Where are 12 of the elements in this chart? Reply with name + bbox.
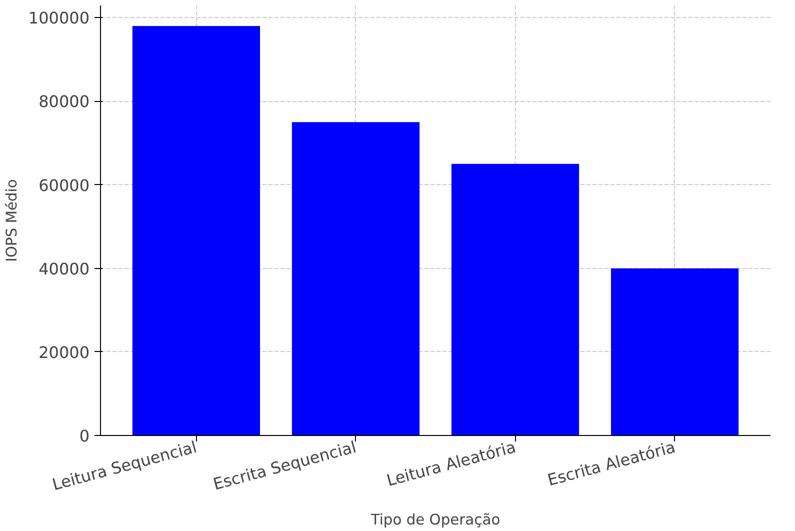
y-tick-label: 0 — [79, 426, 90, 446]
x-axis-title: Tipo de Operação — [370, 511, 500, 528]
bar — [292, 122, 420, 436]
y-tick-label: 40000 — [38, 259, 90, 278]
y-tick-label: 100000 — [28, 8, 90, 28]
y-axis-title: IOPS Médio — [3, 179, 20, 262]
y-tick-label: 20000 — [38, 342, 90, 362]
bar — [451, 164, 580, 436]
y-tick-label: 80000 — [38, 92, 90, 112]
bar — [132, 26, 260, 436]
y-tick-label: 60000 — [38, 176, 90, 195]
bar — [610, 268, 739, 436]
